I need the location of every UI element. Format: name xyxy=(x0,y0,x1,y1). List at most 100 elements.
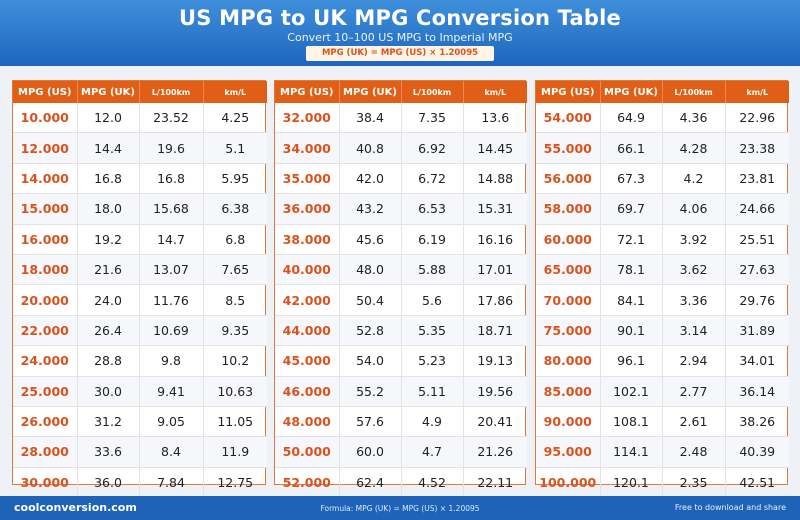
mpg-uk-cell: 78.1 xyxy=(600,254,663,286)
column-header-km-per-l: km/L xyxy=(463,81,527,103)
km-per-l-cell: 4.25 xyxy=(203,103,267,134)
l-per-100km-cell: 4.2 xyxy=(662,163,726,195)
l-per-100km-cell: 14.7 xyxy=(139,224,204,255)
mpg-uk-cell: 69.7 xyxy=(600,193,663,225)
table-row: 46.000 55.2 5.11 19.56 xyxy=(275,376,527,407)
mpg-us-cell: 44.000 xyxy=(275,315,340,347)
table-row: 35.000 42.0 6.72 14.88 xyxy=(275,163,527,195)
table-row: 28.000 33.6 8.4 11.9 xyxy=(13,436,267,468)
column-header-km-per-l: km/L xyxy=(203,81,267,103)
mpg-us-cell: 50.000 xyxy=(275,436,340,468)
mpg-us-cell: 65.000 xyxy=(536,254,601,286)
table-row: 52.000 62.4 4.52 22.11 xyxy=(275,467,527,499)
l-per-100km-cell: 6.19 xyxy=(401,224,464,255)
table-row: 70.000 84.1 3.36 29.76 xyxy=(536,284,789,316)
column-header-km-per-l: km/L xyxy=(725,81,789,103)
mpg-uk-cell: 40.8 xyxy=(339,132,402,164)
mpg-uk-cell: 45.6 xyxy=(339,224,402,255)
mpg-uk-cell: 48.0 xyxy=(339,254,402,286)
mpg-us-cell: 16.000 xyxy=(13,224,78,255)
table-header-row: MPG (US) MPG (UK) L/100km km/L xyxy=(536,81,789,103)
table-row: 58.000 69.7 4.06 24.66 xyxy=(536,193,789,225)
mpg-us-cell: 25.000 xyxy=(13,376,78,407)
mpg-uk-cell: 57.6 xyxy=(339,406,402,438)
table-row: 32.000 38.4 7.35 13.6 xyxy=(275,103,527,134)
km-per-l-cell: 11.9 xyxy=(203,436,267,468)
mpg-uk-cell: 21.6 xyxy=(77,254,140,286)
mpg-uk-cell: 31.2 xyxy=(77,406,140,438)
l-per-100km-cell: 4.52 xyxy=(401,467,464,499)
mpg-us-cell: 52.000 xyxy=(275,467,340,499)
table-header-row: MPG (US) MPG (UK) L/100km km/L xyxy=(275,81,527,103)
table-row: 90.000 108.1 2.61 38.26 xyxy=(536,406,789,438)
km-per-l-cell: 20.41 xyxy=(463,406,527,438)
mpg-uk-cell: 16.8 xyxy=(77,163,140,195)
table-row: 20.000 24.0 11.76 8.5 xyxy=(13,284,267,316)
mpg-uk-cell: 90.1 xyxy=(600,315,663,347)
mpg-uk-cell: 33.6 xyxy=(77,436,140,468)
l-per-100km-cell: 2.94 xyxy=(662,345,726,377)
table-row: 14.000 16.8 16.8 5.95 xyxy=(13,163,267,195)
table-row: 75.000 90.1 3.14 31.89 xyxy=(536,315,789,347)
mpg-us-cell: 46.000 xyxy=(275,376,340,407)
mpg-us-cell: 85.000 xyxy=(536,376,601,407)
table-row: 95.000 114.1 2.48 40.39 xyxy=(536,436,789,468)
mpg-us-cell: 56.000 xyxy=(536,163,601,195)
km-per-l-cell: 11.05 xyxy=(203,406,267,438)
l-per-100km-cell: 7.35 xyxy=(401,103,464,134)
site-link[interactable]: coolconversion.com xyxy=(14,501,137,514)
km-per-l-cell: 36.14 xyxy=(725,376,789,407)
km-per-l-cell: 23.38 xyxy=(725,132,789,164)
table-row: 10.000 12.0 23.52 4.25 xyxy=(13,103,267,134)
km-per-l-cell: 42.51 xyxy=(725,467,789,499)
l-per-100km-cell: 6.72 xyxy=(401,163,464,195)
mpg-us-cell: 24.000 xyxy=(13,345,78,377)
mpg-uk-cell: 102.1 xyxy=(600,376,663,407)
km-per-l-cell: 12.75 xyxy=(203,467,267,499)
column-header-mpg-us: MPG (US) xyxy=(275,81,340,103)
km-per-l-cell: 22.11 xyxy=(463,467,527,499)
table-row: 45.000 54.0 5.23 19.13 xyxy=(275,345,527,377)
km-per-l-cell: 13.6 xyxy=(463,103,527,134)
table-row: 55.000 66.1 4.28 23.38 xyxy=(536,132,789,164)
mpg-us-cell: 12.000 xyxy=(13,132,78,164)
mpg-us-cell: 32.000 xyxy=(275,103,340,134)
km-per-l-cell: 23.81 xyxy=(725,163,789,195)
l-per-100km-cell: 4.36 xyxy=(662,103,726,134)
km-per-l-cell: 22.96 xyxy=(725,103,789,134)
km-per-l-cell: 38.26 xyxy=(725,406,789,438)
mpg-us-cell: 40.000 xyxy=(275,254,340,286)
mpg-uk-cell: 64.9 xyxy=(600,103,663,134)
km-per-l-cell: 14.88 xyxy=(463,163,527,195)
mpg-us-cell: 48.000 xyxy=(275,406,340,438)
l-per-100km-cell: 3.92 xyxy=(662,224,726,255)
km-per-l-cell: 25.51 xyxy=(725,224,789,255)
formula-badge: MPG (UK) = MPG (US) × 1.20095 xyxy=(306,46,494,61)
table-row: 56.000 67.3 4.2 23.81 xyxy=(536,163,789,195)
km-per-l-cell: 24.66 xyxy=(725,193,789,225)
mpg-us-cell: 60.000 xyxy=(536,224,601,255)
l-per-100km-cell: 5.88 xyxy=(401,254,464,286)
l-per-100km-cell: 11.76 xyxy=(139,284,204,316)
km-per-l-cell: 6.8 xyxy=(203,224,267,255)
l-per-100km-cell: 3.14 xyxy=(662,315,726,347)
mpg-us-cell: 18.000 xyxy=(13,254,78,286)
mpg-us-cell: 28.000 xyxy=(13,436,78,468)
column-header-l-per-100km: L/100km xyxy=(139,81,204,103)
table-row: 24.000 28.8 9.8 10.2 xyxy=(13,345,267,377)
mpg-us-cell: 42.000 xyxy=(275,284,340,316)
page-title: US MPG to UK MPG Conversion Table xyxy=(179,6,621,30)
km-per-l-cell: 14.45 xyxy=(463,132,527,164)
mpg-uk-cell: 30.0 xyxy=(77,376,140,407)
mpg-uk-cell: 43.2 xyxy=(339,193,402,225)
l-per-100km-cell: 4.9 xyxy=(401,406,464,438)
table-row: 80.000 96.1 2.94 34.01 xyxy=(536,345,789,377)
mpg-uk-cell: 60.0 xyxy=(339,436,402,468)
km-per-l-cell: 17.01 xyxy=(463,254,527,286)
table-row: 30.000 36.0 7.84 12.75 xyxy=(13,467,267,499)
km-per-l-cell: 15.31 xyxy=(463,193,527,225)
km-per-l-cell: 40.39 xyxy=(725,436,789,468)
table-row: 50.000 60.0 4.7 21.26 xyxy=(275,436,527,468)
mpg-uk-cell: 18.0 xyxy=(77,193,140,225)
mpg-us-cell: 90.000 xyxy=(536,406,601,438)
